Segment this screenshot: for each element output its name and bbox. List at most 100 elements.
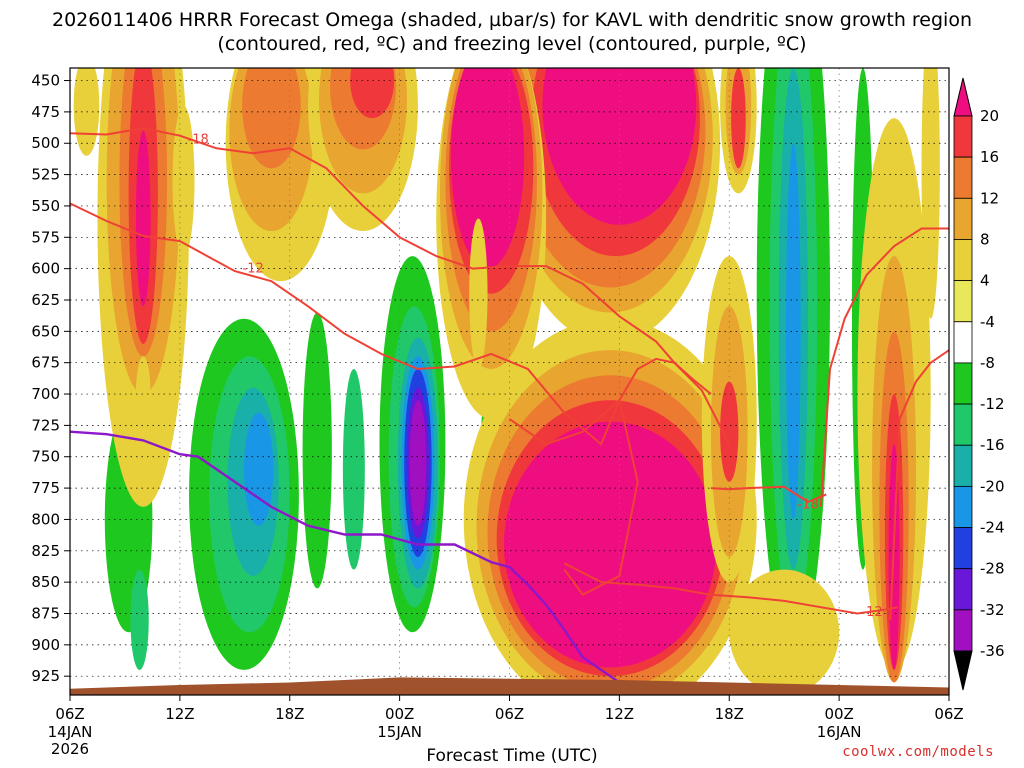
colorbar-swatch-5 [953, 321, 973, 364]
omega-shading [71, 68, 944, 695]
y-tick-label-19: 925 [31, 667, 60, 685]
x-tick-label-4: 06Z [495, 705, 524, 723]
colorbar-label-11: -28 [980, 560, 1005, 578]
x-tick-label-8: 06Z [934, 705, 963, 723]
colorbar: 20 16 12 8 4 -4 -8 -12 -16 -20 -24 -28 -32 -36 [953, 77, 1005, 691]
freezing-level-contours [70, 430, 630, 690]
y-tick-label-4: 550 [31, 197, 60, 215]
colorbar-swatch-7 [953, 403, 973, 446]
colorbar-swatch-2 [953, 197, 973, 240]
colorbar-swatch-0 [953, 115, 973, 158]
y-tick-label-17: 875 [31, 604, 60, 622]
omega-region-42 [135, 130, 151, 307]
y-tick-label-15: 825 [31, 542, 60, 560]
y-tick-label-10: 700 [31, 385, 60, 403]
colorbar-label-0: 20 [980, 107, 999, 125]
x-date-label-2-0: 16JAN [817, 723, 862, 741]
dgz-contour-1 [70, 202, 712, 446]
dgz-contour-2 [508, 398, 639, 596]
omega-region-44 [172, 105, 195, 257]
colorbar-swatch-4 [953, 280, 973, 323]
terrain-ground [70, 677, 949, 695]
omega-region-67 [469, 218, 488, 369]
omega-region-61 [450, 68, 525, 269]
contour-label-1: -12 [243, 262, 264, 277]
omega-region-33 [786, 143, 801, 520]
colorbar-label-4: 4 [980, 272, 990, 290]
colorbar-label-13: -36 [980, 642, 1005, 660]
colorbar-label-10: -24 [980, 519, 1005, 537]
contour-label-4: -18 [797, 497, 818, 512]
grid-lines [70, 68, 949, 695]
dgz-contour-5 [819, 227, 949, 507]
dgz-contour-6 [889, 349, 949, 620]
omega-region-43 [73, 68, 100, 156]
colorbar-swatch-10 [953, 527, 973, 570]
colorbar-swatch-6 [953, 362, 973, 405]
x-tick-label-1: 12Z [165, 705, 194, 723]
colorbar-swatch-11 [953, 568, 973, 611]
y-tick-label-18: 900 [31, 636, 60, 654]
pressure-axis: 450 475 500 525 550 575 600 625 650 675 700 725 750 7… [31, 72, 70, 685]
x-tick-label-5: 12Z [605, 705, 634, 723]
omega-region-47 [242, 68, 301, 169]
colorbar-label-12: -32 [980, 601, 1005, 619]
contour-label-3: -12 [861, 605, 882, 620]
dgz-contour-3 [563, 562, 898, 615]
x-axis-label: Forecast Time (UTC) [426, 746, 598, 766]
colorbar-swatch-9 [953, 485, 973, 528]
y-tick-label-13: 775 [31, 479, 60, 497]
omega-region-70 [731, 68, 746, 169]
omega-region-66 [504, 421, 717, 668]
credit-text: coolwx.com/models [842, 744, 994, 760]
colorbar-label-6: -8 [980, 354, 995, 372]
colorbar-swatch-1 [953, 156, 973, 199]
y-tick-label-2: 500 [31, 134, 60, 152]
colorbar-swatch-12 [953, 609, 973, 652]
y-tick-label-6: 600 [31, 260, 60, 278]
plot-area [70, 68, 949, 695]
x-tick-label-6: 18Z [715, 705, 744, 723]
dendritic-snow-growth-contours [70, 127, 949, 620]
omega-region-0 [71, 575, 91, 689]
freezing-level-line [70, 430, 630, 690]
y-tick-label-14: 800 [31, 510, 60, 528]
colorbar-label-9: -20 [980, 477, 1005, 495]
omega-region-8 [243, 412, 274, 526]
contour-labels: -18 -12 -12 -18 [188, 132, 883, 620]
time-axis: 06Z 12Z 18Z 00Z 06Z 12Z 18Z 00Z 06Z14JAN202615JA… [48, 695, 964, 758]
colorbar-label-1: 16 [980, 148, 999, 166]
x-date-label-1-0: 15JAN [377, 723, 422, 741]
x-tick-label-0: 06Z [55, 705, 84, 723]
colorbar-label-3: 8 [980, 230, 990, 248]
omega-region-80 [729, 569, 840, 695]
colorbar-swatch-3 [953, 239, 973, 282]
y-tick-label-0: 450 [31, 72, 60, 90]
omega-region-51 [350, 68, 395, 119]
colorbar-label-2: 12 [980, 189, 999, 207]
x-tick-label-7: 00Z [824, 705, 853, 723]
colorbar-top-arrow [953, 77, 973, 117]
dgz-contour-4 [710, 485, 827, 504]
omega-region-76 [921, 68, 940, 319]
y-tick-label-9: 675 [31, 354, 60, 372]
omega-region-20 [409, 400, 427, 526]
omega-region-81 [135, 356, 151, 432]
y-tick-label-16: 850 [31, 573, 60, 591]
colorbar-label-5: -4 [980, 313, 995, 331]
y-tick-label-3: 525 [31, 166, 60, 184]
x-tick-label-3: 00Z [385, 705, 414, 723]
y-tick-label-11: 725 [31, 416, 60, 434]
omega-region-3 [130, 569, 149, 670]
omega-region-10 [302, 312, 332, 589]
y-tick-label-1: 475 [31, 103, 60, 121]
colorbar-bottom-arrow [953, 650, 973, 691]
colorbar-swatch-8 [953, 444, 973, 487]
dgz-contour-0 [70, 127, 731, 445]
y-tick-label-12: 750 [31, 448, 60, 466]
contour-label-0: -18 [188, 132, 209, 147]
colorbar-label-8: -16 [980, 436, 1005, 454]
y-tick-label-5: 575 [31, 228, 60, 246]
y-tick-label-7: 625 [31, 291, 60, 309]
